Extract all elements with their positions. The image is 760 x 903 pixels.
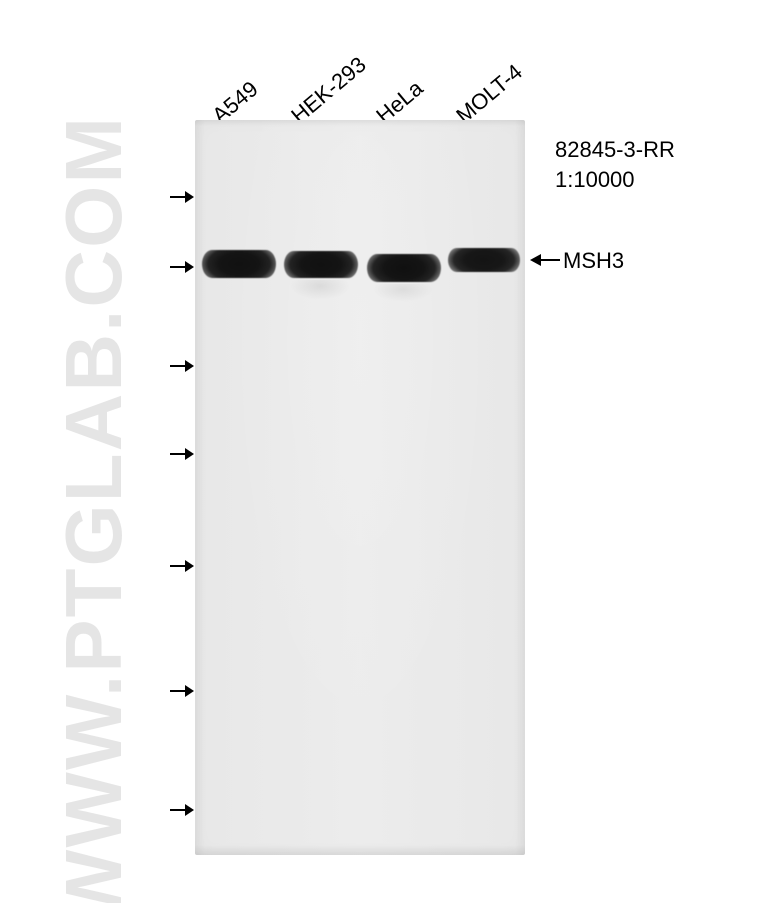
- band-lane-4: [448, 248, 520, 272]
- membrane-edge: [195, 845, 525, 855]
- target-protein-label: MSH3: [563, 248, 624, 274]
- arrow-left-icon: [530, 252, 560, 273]
- arrow-right-icon: [170, 558, 192, 560]
- smear: [290, 280, 350, 300]
- antibody-info: 82845-3-RR 1:10000: [555, 135, 675, 194]
- lane-label: MOLT-4: [451, 59, 527, 129]
- smear: [373, 284, 433, 302]
- band-lane-1: [202, 250, 276, 278]
- arrow-right-icon: [170, 358, 192, 360]
- arrow-right-icon: [170, 802, 192, 804]
- watermark-text: WWW.PTGLAB.COM: [48, 115, 140, 903]
- lane-label: HEK-293: [286, 52, 371, 129]
- arrow-right-icon: [170, 683, 192, 685]
- arrow-right-icon: [170, 189, 192, 191]
- arrow-right-icon: [170, 259, 192, 261]
- dilution-ratio: 1:10000: [555, 165, 675, 195]
- band-lane-3: [367, 254, 441, 282]
- catalog-number: 82845-3-RR: [555, 135, 675, 165]
- membrane-edge: [195, 120, 525, 126]
- band-lane-2: [284, 251, 358, 278]
- blot-membrane: [195, 120, 525, 855]
- arrow-right-icon: [170, 446, 192, 448]
- western-blot-figure: WWW.PTGLAB.COM A549 HEK-293 HeLa MOLT-4 …: [0, 0, 760, 903]
